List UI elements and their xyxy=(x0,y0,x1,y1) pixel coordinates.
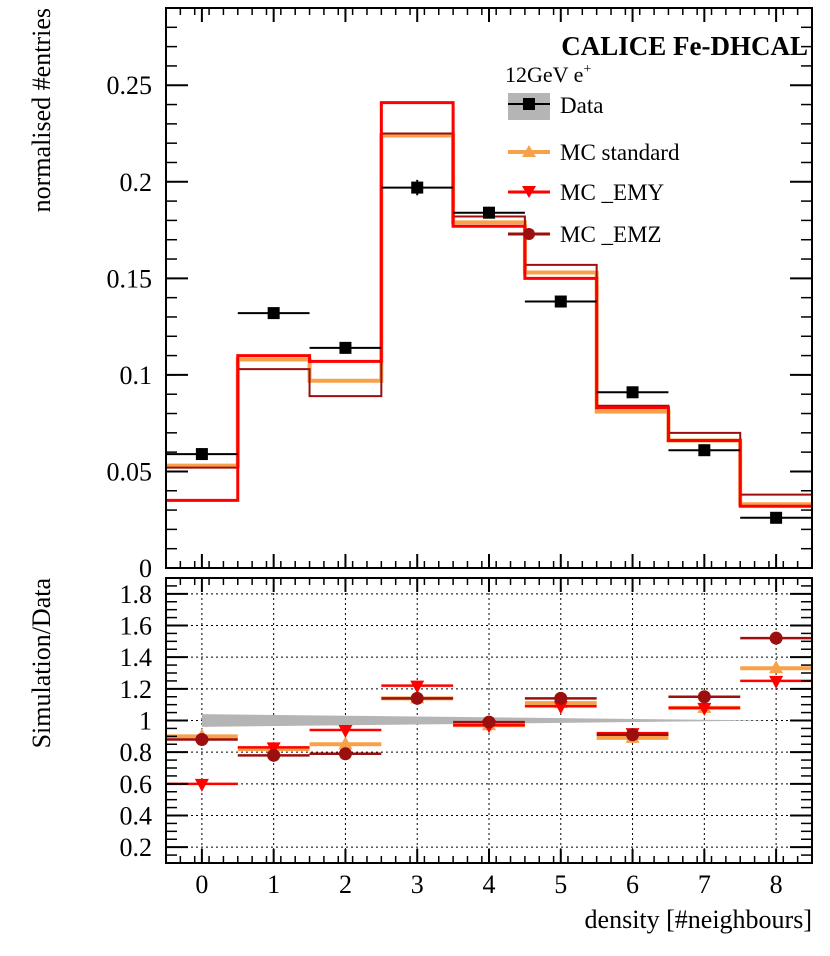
step-mc-emy xyxy=(166,101,812,508)
step-mc-standard xyxy=(166,133,812,507)
ratio-y-tick-label: 1.2 xyxy=(120,675,153,704)
x-tick-label: 1 xyxy=(267,870,280,899)
ratio-point-mc-emy xyxy=(194,778,209,792)
data-point xyxy=(554,295,567,308)
legend-label-mc-emy: MC _EMY xyxy=(560,180,665,205)
x-tick-label: 2 xyxy=(339,870,352,899)
legend-entry-mc-emz: MC _EMZ xyxy=(508,222,662,247)
ratio-point-mc-standard xyxy=(338,736,353,750)
legend-label-mc-emz: MC _EMZ xyxy=(560,222,662,247)
legend-mc-emy-marker xyxy=(522,186,536,198)
main-y-axis-label: normalised #entries xyxy=(27,8,56,212)
legend-label-mc-standard: MC standard xyxy=(560,140,680,165)
x-tick-label: 3 xyxy=(411,870,424,899)
main-frame xyxy=(165,7,813,569)
ratio-y-tick-label: 0.2 xyxy=(120,833,153,862)
ratio-y-tick-label: 1.8 xyxy=(120,580,153,609)
data-point xyxy=(626,386,639,399)
legend-entry-mc-standard: MC standard xyxy=(508,140,680,165)
ratio-point-mc-emz xyxy=(195,733,209,746)
ratio-y-tick-label: 0.8 xyxy=(120,738,153,767)
x-axis-label: density [#neighbours] xyxy=(585,905,812,934)
data-point xyxy=(483,206,495,219)
ratio-axis-ticks xyxy=(165,577,813,864)
ratio-y-tick-label: 0.6 xyxy=(120,770,153,799)
ratio-point-mc-emz xyxy=(482,715,496,729)
legend: Data MC standard MC _EMY MC _EMZ xyxy=(508,93,680,247)
main-histogram-steps xyxy=(166,101,812,508)
ratio-point-mc-emy xyxy=(553,701,568,715)
main-panel: 00.050.10.150.20.25 normalised #entries … xyxy=(27,7,813,583)
legend-entry-mc-emy: MC _EMY xyxy=(508,180,665,205)
x-tick-label: 0 xyxy=(195,870,208,899)
chart-title: CALICE Fe-DHCAL xyxy=(561,31,808,61)
x-tick-label: 4 xyxy=(483,870,496,899)
ratio-point-mc-emz xyxy=(338,747,352,761)
ratio-y-axis-label: Simulation/Data xyxy=(27,578,56,749)
ratio-point-mc-emz xyxy=(697,690,711,704)
legend-mc-standard-marker xyxy=(522,145,536,157)
ratio-point-mc-emz xyxy=(410,691,424,705)
x-tick-label: 8 xyxy=(770,870,783,899)
legend-label-data: Data xyxy=(560,93,603,118)
legend-data-marker xyxy=(523,98,535,110)
data-point xyxy=(339,341,352,354)
data-point xyxy=(195,448,208,461)
ratio-point-mc-emz xyxy=(267,748,281,762)
ratio-point-mc-emy xyxy=(697,702,712,716)
ratio-point-mc-emy xyxy=(410,680,425,694)
main-y-tick-label: 0.2 xyxy=(120,168,153,197)
data-point xyxy=(698,444,711,457)
ratio-y-tick-label: 0.4 xyxy=(120,802,153,831)
x-tick-label: 7 xyxy=(698,870,711,899)
chart-subtitle-sup: + xyxy=(583,62,591,77)
ratio-series xyxy=(166,631,812,792)
ratio-x-tick-labels: 0 1 2 3 4 5 6 7 8 xyxy=(195,870,782,899)
main-data-points xyxy=(166,179,812,524)
data-point xyxy=(267,307,280,320)
ratio-y-tick-label: 1.4 xyxy=(120,643,153,672)
ratio-point-mc-standard xyxy=(769,660,784,674)
main-y-tick-label: 0.05 xyxy=(107,457,153,486)
main-y-tick-label: 0.1 xyxy=(120,361,153,390)
x-tick-label: 6 xyxy=(626,870,639,899)
ratio-y-tick-labels: 0.20.4 0.6 0.81 1.2 1.41.6 1.8 xyxy=(120,580,153,862)
main-axis-ticks xyxy=(165,7,813,569)
data-point xyxy=(770,511,783,524)
legend-mc-emz-marker xyxy=(523,228,535,240)
main-y-tick-label: 0 xyxy=(139,554,152,583)
main-y-tick-labels: 0 0.05 0.1 0.15 0.2 0.25 xyxy=(107,71,153,583)
chart-subtitle-text: 12GeV e xyxy=(505,62,583,87)
ratio-point-mc-emz xyxy=(554,691,568,705)
data-point xyxy=(411,181,424,194)
main-y-tick-label: 0.25 xyxy=(107,71,153,100)
ratio-point-mc-emy xyxy=(338,725,353,738)
legend-entry-data: Data xyxy=(508,93,603,120)
main-y-tick-label: 0.15 xyxy=(107,264,153,293)
ratio-y-tick-label: 1.6 xyxy=(120,612,153,641)
ratio-point-mc-emz xyxy=(626,728,640,742)
ratio-point-mc-emy xyxy=(769,675,784,689)
ratio-y-tick-label: 1 xyxy=(139,707,152,736)
x-tick-label: 5 xyxy=(554,870,567,899)
ratio-point-mc-emz xyxy=(769,631,783,645)
chart-subtitle: 12GeV e+ xyxy=(505,62,591,87)
